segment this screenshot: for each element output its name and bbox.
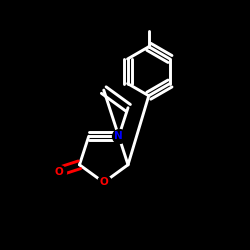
Text: O: O xyxy=(54,166,63,176)
Text: N: N xyxy=(114,131,123,141)
Text: O: O xyxy=(100,178,108,188)
